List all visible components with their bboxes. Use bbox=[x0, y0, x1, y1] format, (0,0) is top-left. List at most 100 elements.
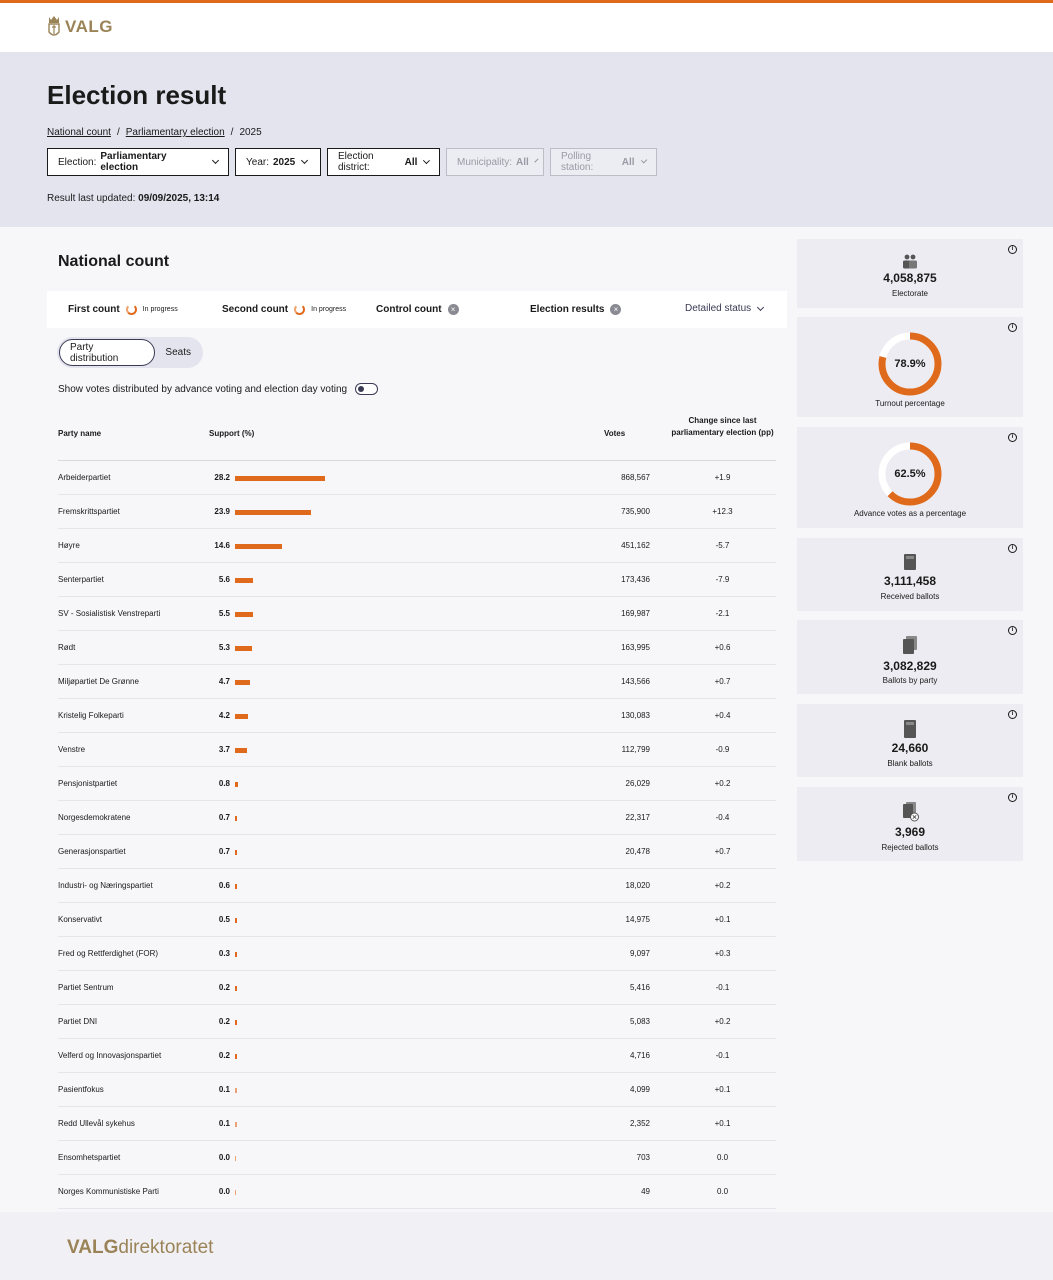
chevron-down-icon bbox=[423, 157, 431, 164]
tab-seats[interactable]: Seats bbox=[165, 347, 191, 358]
votes-cell: 143,566 bbox=[621, 677, 650, 686]
status-state: In progress bbox=[142, 306, 178, 313]
support-cell: 28.2 bbox=[214, 473, 230, 482]
blank-ballot-icon bbox=[904, 720, 916, 738]
support-bar bbox=[235, 1122, 237, 1127]
status-control-count: Control count × bbox=[376, 304, 459, 315]
last-updated-value: 09/09/2025, 13:14 bbox=[138, 193, 220, 204]
advance-arc bbox=[878, 442, 942, 506]
advance-voting-toggle-row: Show votes distributed by advance voting… bbox=[58, 383, 379, 395]
change-cell: +0.2 bbox=[714, 881, 731, 890]
rejected-ballot-icon bbox=[903, 802, 919, 822]
votes-cell: 735,900 bbox=[621, 507, 650, 516]
filter-value: Parliamentary election bbox=[100, 151, 167, 173]
filter-label: Municipality: bbox=[457, 156, 513, 168]
change-cell: +0.1 bbox=[714, 1085, 731, 1094]
info-icon[interactable]: i bbox=[1008, 710, 1017, 719]
change-cell: 0.0 bbox=[716, 1153, 729, 1162]
support-cell: 0.8 bbox=[218, 779, 230, 788]
stat-value: 78.9% bbox=[894, 358, 926, 370]
status-label: Control count bbox=[376, 304, 442, 315]
ballot-icon bbox=[904, 554, 916, 570]
breadcrumb-national-count[interactable]: National count bbox=[47, 127, 111, 138]
support-bar bbox=[235, 714, 249, 719]
stat-value: 3,111,458 bbox=[883, 574, 937, 588]
table-row: Fremskrittspartiet 23.9 735,900 +12.3 bbox=[58, 495, 776, 529]
info-icon[interactable]: i bbox=[1008, 544, 1017, 553]
support-cell: 4.2 bbox=[218, 711, 230, 720]
support-bar bbox=[235, 1020, 237, 1025]
tab-party-distribution[interactable]: Party distribution bbox=[59, 339, 156, 366]
stat-label: Turnout percentage bbox=[875, 399, 945, 408]
chevron-down-icon bbox=[640, 157, 648, 164]
info-icon[interactable]: i bbox=[1008, 626, 1017, 635]
support-cell: 0.3 bbox=[218, 949, 230, 958]
status-state: In progress bbox=[311, 306, 347, 313]
stat-value: 3,969 bbox=[894, 825, 926, 839]
chevron-down-icon bbox=[757, 303, 765, 311]
support-cell: 14.6 bbox=[214, 541, 230, 550]
stat-label: Ballots by party bbox=[882, 676, 938, 685]
change-cell: -7.9 bbox=[715, 575, 730, 584]
change-cell: 0.0 bbox=[716, 1187, 729, 1196]
chevron-down-icon bbox=[534, 158, 539, 163]
table-row: Pasientfokus 0.1 4,099 +0.1 bbox=[58, 1073, 776, 1107]
info-icon[interactable]: i bbox=[1008, 245, 1017, 254]
votes-cell: 2,352 bbox=[629, 1119, 650, 1128]
table-row: Partiet Sentrum 0.2 5,416 -0.1 bbox=[58, 971, 776, 1005]
party-name-cell: Norgesdemokratene bbox=[58, 813, 131, 822]
year-filter[interactable]: Year: 2025 bbox=[235, 148, 321, 176]
info-icon[interactable]: i bbox=[1008, 323, 1017, 332]
party-name-cell: Fred og Rettferdighet (FOR) bbox=[58, 949, 159, 958]
change-cell: +0.7 bbox=[714, 847, 731, 856]
support-bar bbox=[235, 986, 237, 991]
support-bar bbox=[235, 816, 238, 821]
votes-cell: 49 bbox=[641, 1187, 650, 1196]
table-row: Fred og Rettferdighet (FOR) 0.3 9,097 +0.3 bbox=[58, 937, 776, 971]
info-icon[interactable]: i bbox=[1008, 793, 1017, 802]
filter-label: Election district: bbox=[338, 151, 374, 173]
table-row: Ensomhetspartiet 0.0 703 0.0 bbox=[58, 1141, 776, 1175]
top-bar: VALG bbox=[0, 0, 1053, 52]
election-filter[interactable]: Election: Parliamentary election bbox=[47, 148, 229, 176]
detailed-status-toggle[interactable]: Detailed status bbox=[685, 303, 765, 314]
stat-advance-votes: i 62.5% Advance votes as a percentage bbox=[797, 427, 1023, 528]
election-district-filter[interactable]: Election district: All bbox=[327, 148, 440, 176]
footer-logo[interactable]: VALGdirektoratet bbox=[67, 1237, 213, 1259]
toggle-label: Show votes distributed by advance voting… bbox=[58, 383, 348, 395]
advance-donut bbox=[878, 442, 942, 506]
support-cell: 0.6 bbox=[218, 881, 230, 890]
change-cell: +0.2 bbox=[714, 779, 731, 788]
table-row: Miljøpartiet De Grønne 4.7 143,566 +0.7 bbox=[58, 665, 776, 699]
party-name-cell: Partiet DNI bbox=[58, 1017, 98, 1026]
valg-logo[interactable]: VALG bbox=[47, 15, 113, 39]
support-cell: 23.9 bbox=[214, 507, 230, 516]
header-votes: Votes bbox=[604, 429, 626, 438]
turnout-donut bbox=[878, 332, 942, 396]
x-circle-icon: × bbox=[610, 304, 622, 315]
info-icon[interactable]: i bbox=[1008, 433, 1017, 442]
advance-voting-toggle[interactable] bbox=[355, 383, 379, 395]
support-cell: 0.1 bbox=[218, 1119, 230, 1128]
footer-logo-bold: VALG bbox=[67, 1237, 119, 1258]
support-cell: 0.1 bbox=[218, 1085, 230, 1094]
votes-cell: 26,029 bbox=[625, 779, 650, 788]
table-row: Redd Ullevål sykehus 0.1 2,352 +0.1 bbox=[58, 1107, 776, 1141]
filter-label: Polling station: bbox=[561, 151, 594, 173]
support-cell: 5.5 bbox=[218, 609, 230, 618]
last-updated: Result last updated: 09/09/2025, 13:14 bbox=[47, 193, 219, 204]
support-cell: 0.2 bbox=[218, 1051, 230, 1060]
breadcrumb-parliamentary-election[interactable]: Parliamentary election bbox=[125, 127, 225, 138]
votes-cell: 14,975 bbox=[625, 915, 650, 924]
table-row: Generasjonspartiet 0.7 20,478 +0.7 bbox=[58, 835, 776, 869]
table-row: Kristelig Folkeparti 4.2 130,083 +0.4 bbox=[58, 699, 776, 733]
header-change: Change since last parliamentary election… bbox=[671, 416, 774, 437]
table-row: Velferd og Innovasjonspartiet 0.2 4,716 -0.… bbox=[58, 1039, 776, 1073]
table-header: Party name Support (%) Votes Change sinc… bbox=[58, 413, 776, 461]
support-bar bbox=[235, 510, 312, 515]
votes-cell: 4,099 bbox=[629, 1085, 650, 1094]
change-cell: -0.4 bbox=[715, 813, 730, 822]
table-row: Høyre 14.6 451,162 -5.7 bbox=[58, 529, 776, 563]
party-name-cell: Rødt bbox=[58, 643, 76, 652]
breadcrumb-separator: / bbox=[230, 127, 234, 138]
